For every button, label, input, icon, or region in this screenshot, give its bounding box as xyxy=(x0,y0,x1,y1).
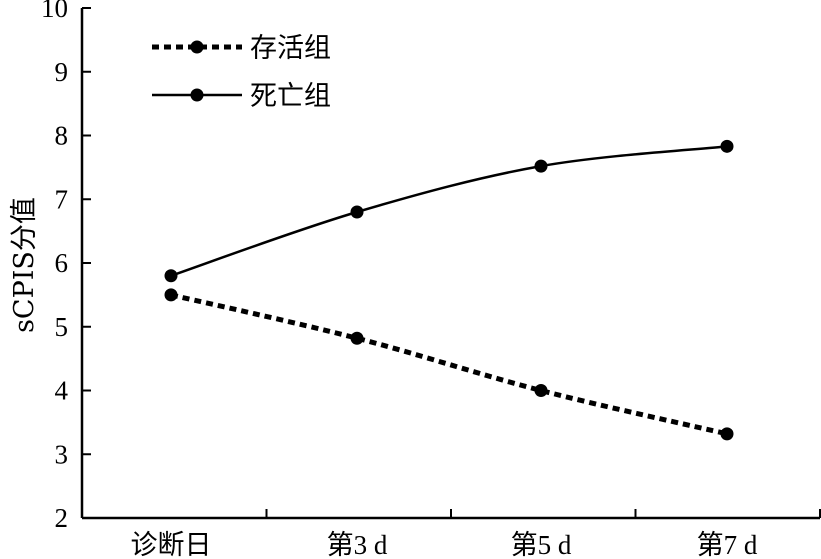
data-point xyxy=(164,269,178,283)
legend: 存活组 死亡组 xyxy=(152,33,331,112)
series-line-death xyxy=(170,145,728,277)
data-point xyxy=(350,205,364,219)
x-ticks: 诊断日 第3 d 第5 d 第7 d xyxy=(131,509,821,559)
y-tick-label: 5 xyxy=(55,312,69,342)
data-point xyxy=(164,288,178,302)
axes xyxy=(80,8,820,520)
y-tick-label: 6 xyxy=(55,248,69,278)
data-point xyxy=(534,384,548,397)
y-axis-title: sCPIS分值 xyxy=(9,197,40,333)
y-tick-label: 10 xyxy=(41,0,68,23)
legend-label-survival: 存活组 xyxy=(250,33,331,64)
series-layer xyxy=(164,139,734,441)
y-tick-label: 3 xyxy=(55,439,69,469)
y-tick-label: 9 xyxy=(55,57,69,87)
series-line-survival xyxy=(170,292,728,437)
legend-marker-survival xyxy=(190,40,204,54)
x-tick-label: 诊断日 xyxy=(131,530,212,559)
data-point xyxy=(350,331,364,345)
legend-marker-death xyxy=(190,88,204,102)
legend-item-death: 死亡组 xyxy=(152,81,331,112)
legend-label-death: 死亡组 xyxy=(250,81,331,112)
y-tick-label: 7 xyxy=(55,184,69,214)
x-tick-label: 第7 d xyxy=(697,530,758,559)
y-tick-label: 8 xyxy=(55,121,69,151)
y-tick-label: 4 xyxy=(55,376,69,406)
data-point xyxy=(534,159,548,173)
legend-item-survival: 存活组 xyxy=(152,33,331,64)
data-point xyxy=(720,139,734,153)
y-ticks: 2 3 4 5 6 7 8 9 10 xyxy=(41,0,91,533)
data-point xyxy=(720,427,734,441)
x-tick-label: 第5 d xyxy=(511,530,572,559)
y-tick-label: 2 xyxy=(55,503,69,533)
x-tick-label: 第3 d xyxy=(327,530,388,559)
